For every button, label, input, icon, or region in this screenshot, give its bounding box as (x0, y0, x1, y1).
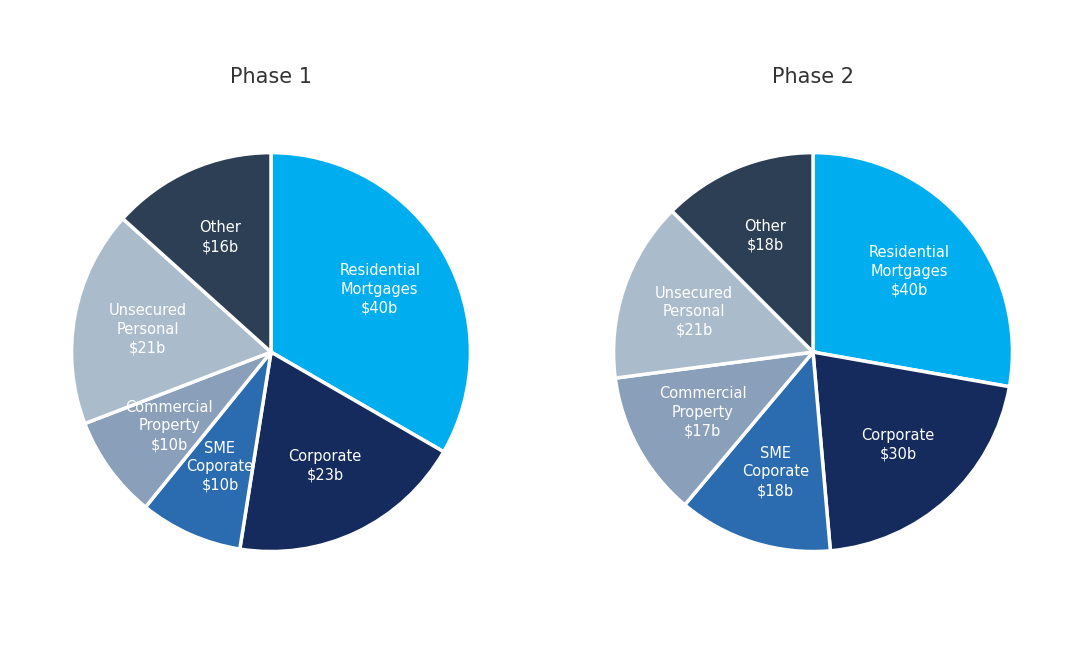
Wedge shape (85, 352, 271, 507)
Wedge shape (813, 352, 1009, 551)
Text: Residential
Mortgages
$40b: Residential Mortgages $40b (339, 263, 421, 316)
Title: Phase 1: Phase 1 (230, 67, 312, 87)
Text: Corporate
$30b: Corporate $30b (862, 428, 934, 462)
Wedge shape (145, 352, 271, 549)
Text: Other
$16b: Other $16b (199, 220, 241, 254)
Text: Commercial
Property
$10b: Commercial Property $10b (126, 400, 214, 452)
Wedge shape (813, 153, 1012, 387)
Text: Corporate
$23b: Corporate $23b (288, 449, 362, 482)
Wedge shape (122, 153, 271, 352)
Wedge shape (614, 211, 813, 378)
Title: Phase 2: Phase 2 (772, 67, 854, 87)
Wedge shape (271, 153, 470, 452)
Wedge shape (672, 153, 813, 352)
Wedge shape (240, 352, 443, 552)
Text: Other
$18b: Other $18b (744, 219, 786, 253)
Text: SME
Coporate
$18b: SME Coporate $18b (741, 446, 809, 498)
Text: Unsecured
Personal
$21b: Unsecured Personal $21b (655, 286, 733, 338)
Text: Unsecured
Personal
$21b: Unsecured Personal $21b (108, 303, 186, 355)
Text: Residential
Mortgages
$40b: Residential Mortgages $40b (868, 245, 950, 297)
Wedge shape (616, 352, 813, 505)
Text: SME
Coporate
$10b: SME Coporate $10b (186, 441, 254, 493)
Text: Commercial
Property
$17b: Commercial Property $17b (659, 387, 747, 439)
Wedge shape (685, 352, 830, 552)
Wedge shape (72, 218, 271, 424)
